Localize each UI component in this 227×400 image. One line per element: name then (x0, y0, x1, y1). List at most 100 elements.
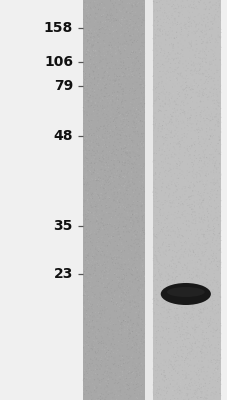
Point (185, 74, 188, 80)
Point (202, 299, 205, 306)
Point (92, 376, 96, 383)
Point (91, 210, 95, 216)
Point (125, 310, 129, 316)
Point (106, 391, 110, 398)
Point (188, 45, 191, 51)
Point (158, 280, 161, 286)
Point (212, 330, 216, 336)
Point (121, 146, 125, 152)
Point (130, 189, 134, 195)
Point (165, 15, 169, 22)
Point (99, 221, 103, 227)
Point (109, 17, 113, 23)
Point (155, 390, 159, 396)
Point (110, 44, 114, 51)
Point (206, 220, 210, 226)
Point (112, 176, 116, 183)
Point (128, 393, 132, 399)
Point (208, 109, 212, 116)
Point (93, 372, 96, 378)
Point (123, 199, 126, 205)
Point (199, 346, 202, 352)
Point (171, 211, 174, 218)
Point (210, 36, 213, 42)
Point (90, 67, 94, 74)
Point (86, 111, 90, 118)
Point (99, 269, 103, 275)
Point (117, 7, 121, 13)
Point (156, 93, 160, 100)
Point (126, 182, 129, 189)
Point (89, 288, 93, 294)
Point (83, 338, 87, 344)
Point (160, 304, 163, 311)
Point (201, 98, 204, 105)
Point (141, 212, 145, 218)
Point (163, 140, 167, 147)
Point (201, 350, 205, 356)
Point (192, 182, 196, 189)
Point (81, 90, 85, 96)
Point (183, 355, 187, 362)
Point (213, 36, 217, 42)
Point (204, 76, 208, 82)
Point (107, 354, 110, 360)
Point (165, 319, 169, 325)
Point (125, 0, 129, 6)
Point (86, 128, 89, 135)
Point (128, 134, 132, 141)
Point (213, 161, 217, 167)
Point (93, 262, 96, 268)
Point (106, 144, 110, 150)
Point (186, 23, 190, 29)
Point (200, 8, 204, 14)
Point (99, 310, 103, 316)
Point (87, 258, 91, 264)
Point (135, 127, 139, 133)
Point (100, 216, 103, 222)
Point (128, 246, 131, 252)
Point (116, 49, 120, 55)
Point (205, 372, 209, 378)
Point (137, 24, 141, 30)
Point (86, 309, 89, 315)
Point (175, 13, 179, 20)
Point (177, 52, 181, 59)
Point (137, 198, 141, 205)
Point (82, 189, 86, 196)
Point (121, 248, 124, 254)
Point (99, 92, 102, 99)
Point (214, 2, 217, 9)
Point (85, 93, 89, 99)
Point (212, 95, 215, 102)
Point (163, 372, 166, 379)
Point (96, 74, 99, 81)
Point (137, 238, 141, 244)
Point (189, 194, 192, 201)
Point (180, 82, 183, 89)
Point (127, 258, 131, 265)
Point (153, 343, 157, 349)
Point (125, 313, 129, 320)
Point (103, 353, 107, 360)
Point (176, 60, 180, 67)
Point (167, 301, 171, 307)
Point (203, 222, 207, 228)
Point (218, 294, 222, 301)
Point (178, 159, 182, 165)
Point (106, 132, 109, 139)
Point (155, 204, 158, 211)
Point (84, 182, 88, 188)
Point (91, 318, 95, 324)
Point (193, 353, 197, 360)
Point (181, 178, 185, 184)
Point (160, 61, 164, 68)
Point (106, 376, 110, 383)
Point (182, 382, 185, 389)
Point (115, 194, 119, 200)
Point (156, 324, 159, 330)
Point (192, 0, 195, 7)
Point (161, 114, 165, 120)
Point (202, 352, 206, 358)
Point (112, 315, 115, 322)
